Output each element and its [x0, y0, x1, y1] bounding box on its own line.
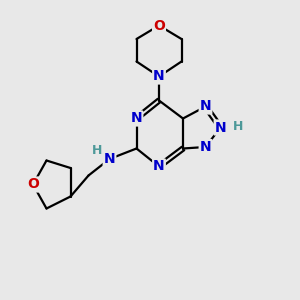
Text: O: O [27, 178, 39, 191]
Text: H: H [92, 144, 102, 157]
Text: H: H [232, 119, 243, 133]
Text: N: N [153, 160, 165, 173]
Text: N: N [200, 100, 211, 113]
Text: N: N [131, 112, 142, 125]
Text: O: O [153, 19, 165, 32]
Text: N: N [104, 152, 115, 166]
Text: N: N [200, 140, 211, 154]
Text: N: N [153, 70, 165, 83]
Text: N: N [215, 121, 226, 134]
